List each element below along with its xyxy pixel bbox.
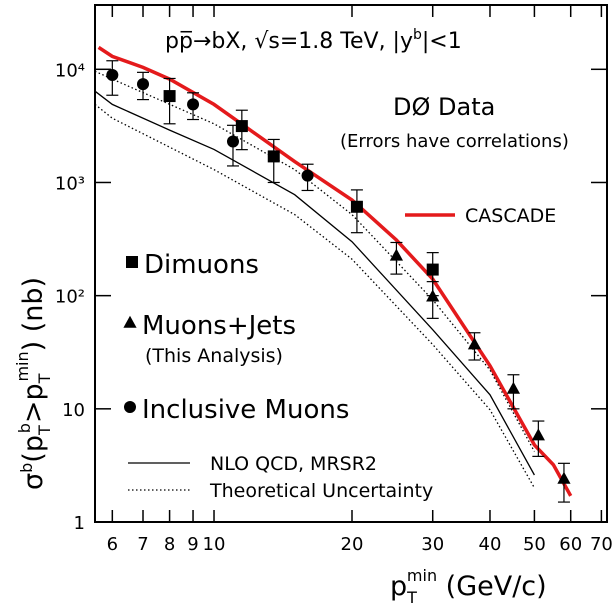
x-tick-label: 7 bbox=[137, 534, 148, 555]
marker bbox=[106, 69, 119, 82]
marker bbox=[123, 315, 137, 328]
curve bbox=[97, 45, 573, 497]
x-tick-label: 30 bbox=[421, 534, 444, 555]
curve-upper bbox=[94, 70, 535, 452]
marker bbox=[467, 337, 482, 350]
marker bbox=[389, 248, 404, 261]
y-tick-label: 10 bbox=[62, 400, 85, 421]
x-tick-label: 60 bbox=[559, 534, 582, 555]
annotation: (Errors have correlations) bbox=[340, 131, 569, 152]
legend-label: Inclusive Muons bbox=[142, 395, 349, 425]
x-tick-label: 20 bbox=[341, 534, 364, 555]
x-tick-label: 40 bbox=[479, 534, 502, 555]
y-axis-label: σb(pTb>pTmin) (nb) bbox=[13, 277, 54, 490]
marker bbox=[426, 289, 440, 302]
annotation: DØ Data bbox=[393, 93, 495, 121]
x-tick-label: 70 bbox=[590, 534, 613, 555]
marker bbox=[531, 428, 545, 441]
legend-label: Dimuons bbox=[144, 250, 259, 280]
legend-note: (This Analysis) bbox=[145, 345, 283, 367]
marker bbox=[301, 169, 314, 182]
marker bbox=[187, 98, 200, 111]
marker bbox=[426, 263, 439, 276]
marker bbox=[126, 256, 138, 268]
x-tick-label: 9 bbox=[187, 534, 198, 555]
marker bbox=[267, 150, 280, 163]
y-tick-label: 10⁴ bbox=[55, 60, 85, 81]
y-tick-label: 10² bbox=[55, 287, 85, 308]
legend-label: NLO QCD, MRSR2 bbox=[210, 453, 377, 475]
marker bbox=[350, 200, 363, 213]
marker bbox=[124, 401, 136, 413]
y-tick-label: 10³ bbox=[55, 173, 85, 194]
marker bbox=[137, 78, 150, 91]
x-tick-label: 6 bbox=[107, 534, 118, 555]
chart-title: pp̅→bX, √s=1.8 TeV, |yb|<1 bbox=[165, 27, 462, 54]
legend-label: Theoretical Uncertainty bbox=[209, 480, 433, 502]
curve-lower bbox=[94, 103, 535, 489]
marker bbox=[506, 381, 521, 394]
curve bbox=[94, 90, 535, 476]
marker bbox=[226, 135, 239, 148]
marker bbox=[235, 120, 248, 133]
x-tick-label: 10 bbox=[203, 534, 226, 555]
marker bbox=[163, 90, 176, 103]
y-tick-label: 1 bbox=[74, 513, 85, 534]
marker bbox=[557, 471, 571, 484]
x-tick-label: 50 bbox=[523, 534, 546, 555]
x-axis-label: pTmin (GeV/c) bbox=[390, 566, 547, 607]
plot-frame bbox=[94, 4, 608, 523]
legend-label: Muons+Jets bbox=[142, 311, 296, 341]
legend-label: CASCADE bbox=[465, 205, 556, 227]
x-tick-label: 8 bbox=[164, 534, 175, 555]
